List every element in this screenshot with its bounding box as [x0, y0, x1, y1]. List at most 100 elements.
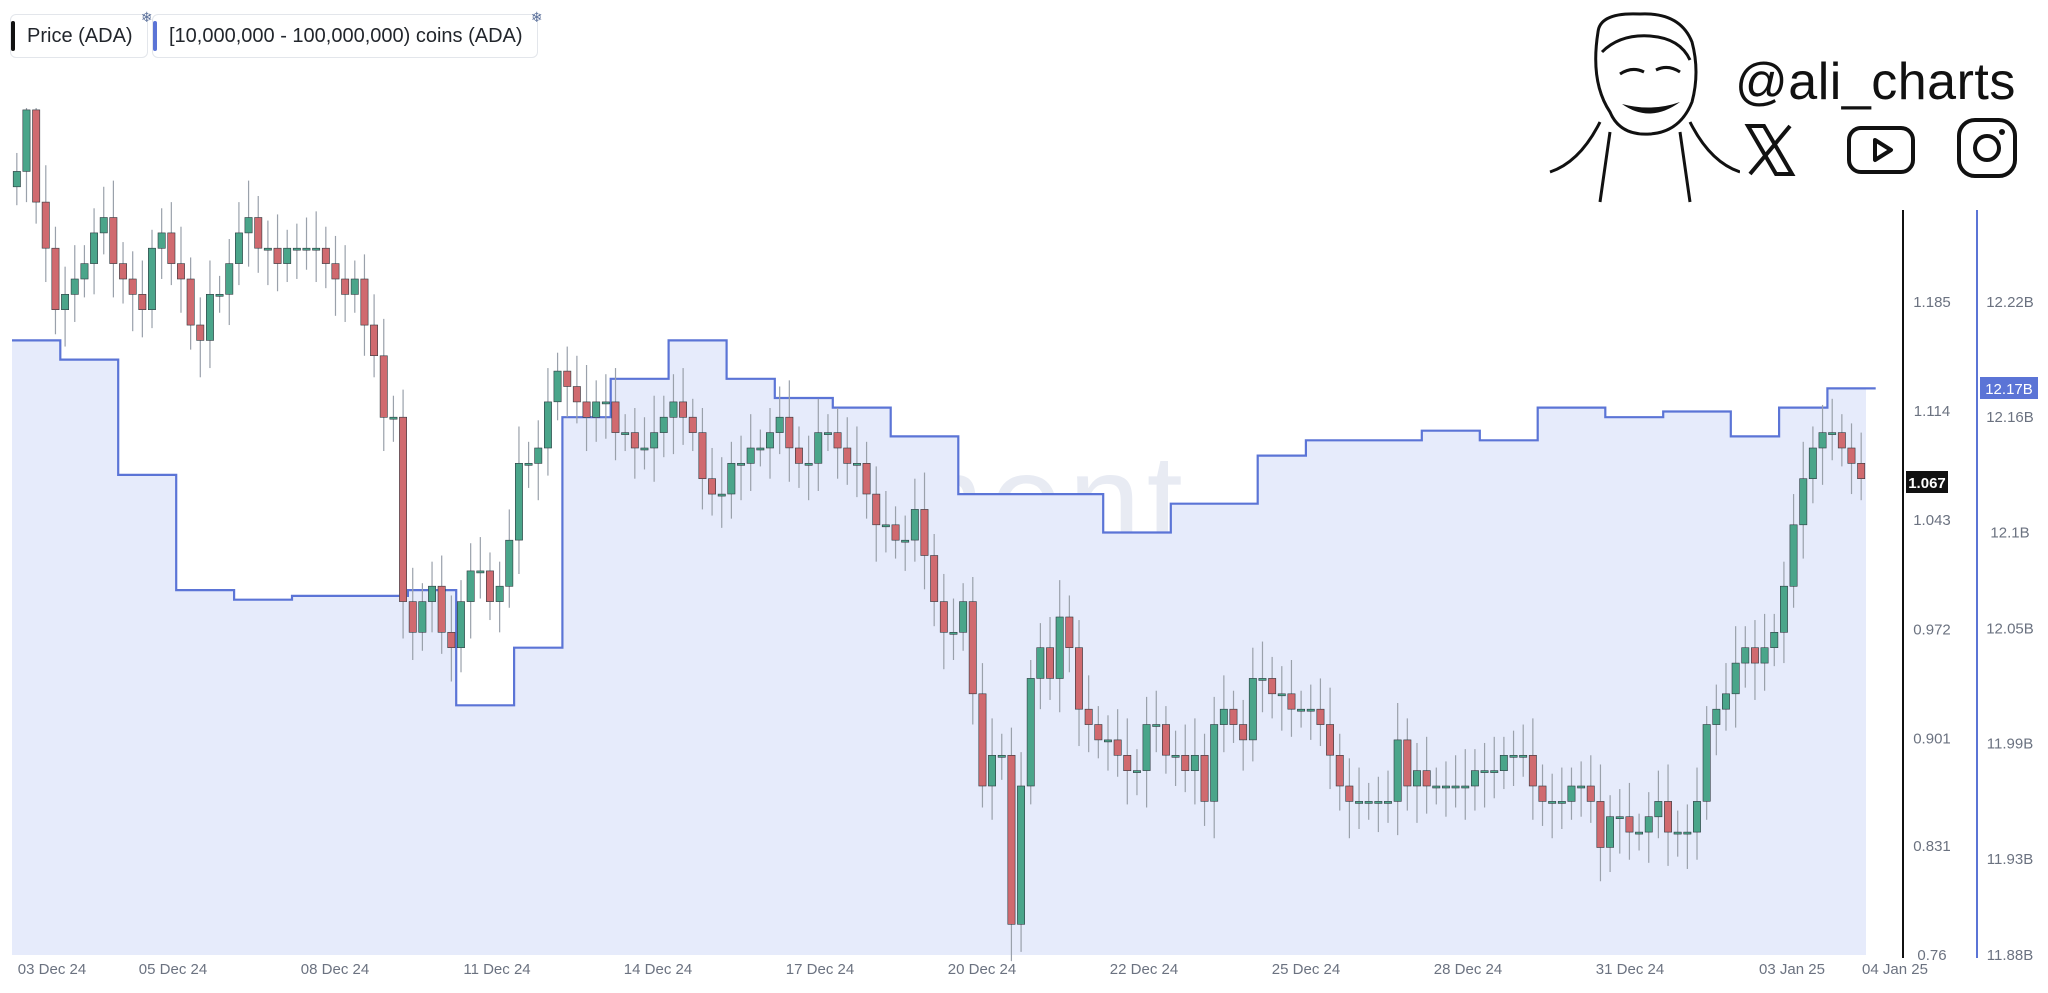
candle [775, 416, 784, 433]
settings-icon[interactable]: ❄ [140, 9, 153, 25]
x-tick-label: 03 Dec 24 [18, 961, 86, 978]
candle [12, 171, 21, 188]
candle [572, 386, 581, 403]
face-sketch-icon [1549, 12, 1740, 203]
candle [640, 447, 649, 451]
candle [1422, 770, 1431, 787]
candle [225, 263, 234, 295]
candle [765, 432, 774, 449]
candle [1615, 816, 1624, 820]
candle [524, 462, 533, 466]
candle [1519, 754, 1528, 758]
candle [688, 416, 697, 433]
candle [1219, 708, 1228, 725]
candle [1499, 754, 1508, 771]
candle [1808, 447, 1817, 480]
candle [901, 539, 910, 543]
candle [1316, 708, 1325, 725]
youtube-icon[interactable] [1845, 120, 1917, 180]
candle [399, 416, 407, 602]
candle [1084, 708, 1093, 725]
candle [1355, 801, 1364, 804]
candle [1471, 770, 1479, 787]
candle [717, 493, 726, 497]
candle [563, 370, 572, 387]
legend-holders[interactable]: [10,000,000 - 100,000,000) coins (ADA) ❄ [152, 9, 543, 58]
candle [1152, 724, 1161, 727]
candle [1828, 432, 1837, 435]
candle [746, 447, 755, 464]
candle [910, 509, 919, 541]
candle [196, 324, 205, 341]
candle [22, 109, 31, 172]
x-tick-label: 25 Dec 24 [1272, 961, 1340, 978]
holders-tick-label: 11.88B [1987, 947, 2033, 964]
candle [32, 109, 41, 203]
x-tick-label: 11 Dec 24 [463, 961, 530, 978]
candle [90, 232, 99, 264]
candle [823, 432, 832, 435]
candle [881, 524, 890, 528]
candle [1210, 724, 1219, 802]
candle [679, 401, 688, 418]
holders-tick-label: 12.05B [1986, 621, 2034, 638]
candle [1528, 754, 1537, 787]
candle [727, 462, 736, 495]
candle [1364, 801, 1373, 804]
candle [1818, 432, 1827, 449]
legend-price[interactable]: Price (ADA) ❄ [10, 9, 153, 58]
candle [553, 370, 562, 403]
candle [292, 247, 301, 251]
candle [1326, 724, 1335, 756]
candle [611, 401, 620, 433]
candle [1162, 724, 1170, 756]
candle [1712, 708, 1721, 725]
candle [852, 462, 861, 466]
candle [534, 447, 543, 464]
legend-price-swatch [11, 21, 15, 51]
candle [1113, 739, 1122, 756]
value-badges: 1.067 12.17B [1906, 377, 2038, 493]
candle [1722, 693, 1730, 710]
candle [177, 263, 185, 280]
settings-icon[interactable]: ❄ [530, 9, 543, 25]
candle [148, 247, 156, 310]
candle [1432, 785, 1441, 789]
candle [1181, 754, 1190, 771]
candle [862, 462, 871, 495]
candle [1297, 708, 1306, 712]
candle [1123, 754, 1132, 771]
x-tick-label: 17 Dec 24 [786, 961, 854, 978]
candle [1442, 785, 1450, 789]
x-logo-icon[interactable] [1740, 120, 1800, 180]
candle [592, 401, 601, 418]
holders-axis-ticks: 12.22B 12.16B 12.1B 12.05B 11.99B 11.93B 11.88… [1986, 294, 2034, 964]
candle [456, 601, 465, 648]
candle [1683, 831, 1692, 835]
x-tick-label: 22 Dec 24 [1110, 961, 1178, 978]
candle [408, 601, 417, 633]
candle [1026, 678, 1035, 787]
candle [1287, 693, 1296, 710]
candle [1374, 801, 1383, 804]
candle [389, 416, 398, 420]
candle [263, 247, 272, 251]
candle [1702, 724, 1711, 802]
candle [370, 324, 378, 357]
candle [379, 355, 388, 418]
instagram-icon[interactable] [1955, 116, 2019, 180]
candle [1490, 770, 1499, 773]
holders-tick-label: 12.1B [1990, 524, 2029, 541]
candle [1413, 770, 1421, 787]
price-tick-label: 0.972 [1913, 621, 1951, 638]
candle [582, 401, 591, 418]
candle [785, 416, 794, 449]
candle [1104, 739, 1112, 743]
candle [708, 478, 717, 495]
candle [1345, 785, 1354, 802]
candle [997, 754, 1006, 758]
candle [109, 217, 118, 264]
candle [1248, 678, 1257, 741]
candle [1731, 662, 1740, 695]
price-tick-label: 0.831 [1913, 838, 1951, 855]
